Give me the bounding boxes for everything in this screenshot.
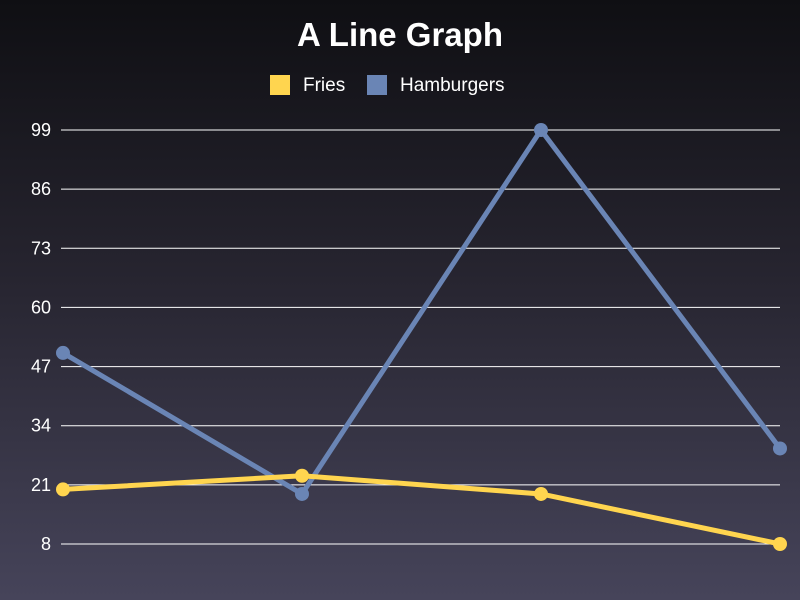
- legend-label-hamburgers: Hamburgers: [400, 75, 505, 96]
- data-point-fries: [56, 482, 70, 497]
- data-point-hamburgers: [534, 123, 548, 137]
- data-point-hamburgers: [295, 486, 309, 501]
- y-tick-label: 86: [31, 179, 51, 199]
- data-point-hamburgers: [773, 441, 787, 456]
- legend-label-fries: Fries: [303, 75, 345, 96]
- y-axis-tick-labels: 99 86 73 60 47 34 21 8: [31, 120, 51, 554]
- series-line-fries: [60, 473, 783, 547]
- series-line-hamburgers: [60, 127, 783, 497]
- y-tick-label: 34: [31, 416, 51, 436]
- data-point-fries: [534, 486, 548, 501]
- legend-swatch-fries: [270, 75, 290, 95]
- chart-title: A Line Graph: [297, 16, 503, 53]
- legend-swatch-hamburgers: [367, 75, 387, 95]
- chart-series: [56, 123, 787, 551]
- data-point-fries: [773, 537, 787, 551]
- y-tick-label: 60: [31, 297, 51, 317]
- y-tick-label: 21: [31, 475, 51, 495]
- y-tick-label: 8: [41, 534, 51, 554]
- chart-legend: Fries Hamburgers: [270, 75, 505, 96]
- data-point-hamburgers: [56, 345, 70, 360]
- data-point-fries: [295, 468, 309, 483]
- y-tick-label: 99: [31, 120, 51, 140]
- y-tick-label: 47: [31, 357, 51, 377]
- y-tick-label: 73: [31, 238, 51, 258]
